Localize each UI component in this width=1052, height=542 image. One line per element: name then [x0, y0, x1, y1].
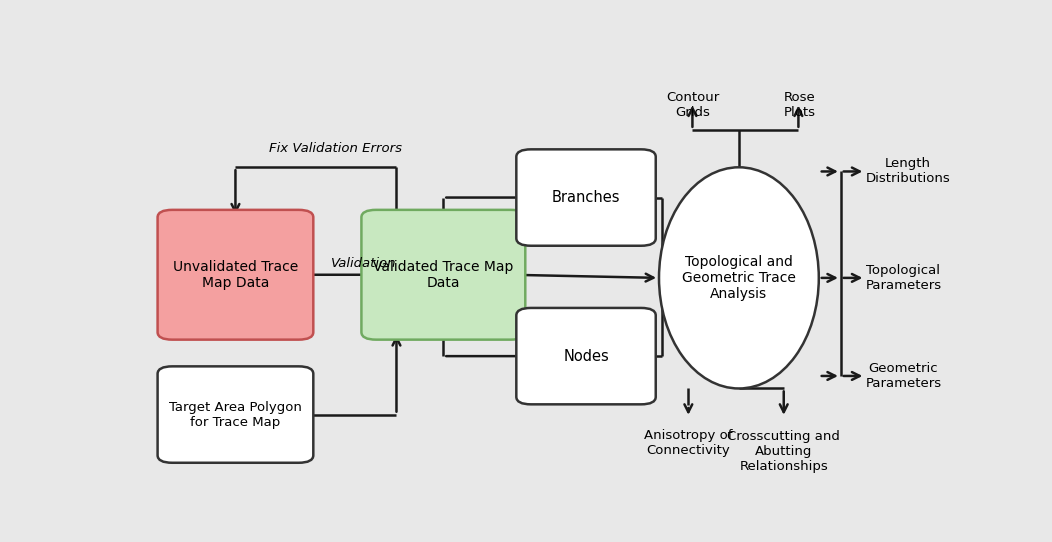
Text: Geometric
Parameters: Geometric Parameters [866, 362, 942, 390]
Text: Contour
Grids: Contour Grids [666, 91, 720, 119]
FancyBboxPatch shape [517, 150, 655, 246]
Text: Crosscutting and
Abutting
Relationships: Crosscutting and Abutting Relationships [727, 430, 841, 473]
FancyBboxPatch shape [362, 210, 525, 340]
FancyBboxPatch shape [158, 210, 313, 340]
Text: Fix Validation Errors: Fix Validation Errors [269, 142, 402, 155]
Text: Topological
Parameters: Topological Parameters [866, 264, 942, 292]
FancyBboxPatch shape [517, 308, 655, 404]
Text: Target Area Polygon
for Trace Map: Target Area Polygon for Trace Map [169, 401, 302, 429]
Ellipse shape [659, 167, 818, 389]
Text: Topological and
Geometric Trace
Analysis: Topological and Geometric Trace Analysis [682, 255, 795, 301]
Text: Branches: Branches [552, 190, 621, 205]
FancyBboxPatch shape [158, 366, 313, 463]
Text: Rose
Plots: Rose Plots [784, 91, 816, 119]
Text: Validation: Validation [331, 257, 397, 270]
Text: Length
Distributions: Length Distributions [866, 158, 950, 185]
Text: Validated Trace Map
Data: Validated Trace Map Data [373, 260, 513, 290]
Text: Anisotropy of
Connectivity: Anisotropy of Connectivity [644, 429, 732, 457]
Text: Nodes: Nodes [563, 349, 609, 364]
Text: Unvalidated Trace
Map Data: Unvalidated Trace Map Data [173, 260, 298, 290]
